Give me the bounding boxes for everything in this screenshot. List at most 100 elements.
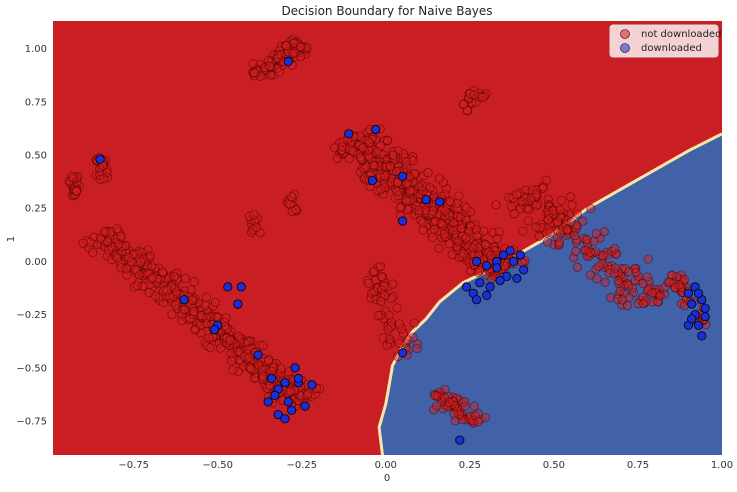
legend: not downloaded downloaded xyxy=(609,24,721,58)
not-downloaded-point xyxy=(378,150,388,160)
not-downloaded-point xyxy=(245,363,255,373)
legend-downloaded-marker xyxy=(620,43,630,53)
not-downloaded-point xyxy=(543,194,553,204)
not-downloaded-point xyxy=(369,266,379,276)
downloaded-point xyxy=(287,405,297,415)
downloaded-point xyxy=(371,124,381,135)
not-downloaded-point xyxy=(444,397,454,407)
not-downloaded-point xyxy=(409,318,419,328)
downloaded-point xyxy=(253,350,263,360)
not-downloaded-point xyxy=(592,274,602,284)
not-downloaded-point xyxy=(567,200,577,210)
not-downloaded-point xyxy=(669,277,679,287)
not-downloaded-point xyxy=(586,203,596,214)
legend-not-downloaded-marker xyxy=(620,29,630,39)
not-downloaded-point xyxy=(403,335,413,345)
downloaded-point xyxy=(693,320,704,330)
not-downloaded-point xyxy=(610,244,620,254)
not-downloaded-point xyxy=(556,195,567,205)
not-downloaded-point xyxy=(447,250,457,260)
not-downloaded-point xyxy=(440,385,450,395)
not-downloaded-point xyxy=(226,348,236,358)
not-downloaded-point xyxy=(631,267,641,277)
not-downloaded-point xyxy=(395,203,405,213)
not-downloaded-point xyxy=(594,261,604,271)
x-tick-label: −0.25 xyxy=(286,460,317,471)
not-downloaded-point xyxy=(432,401,442,411)
not-downloaded-point xyxy=(99,174,109,184)
not-downloaded-point xyxy=(582,234,592,244)
not-downloaded-point xyxy=(287,206,297,216)
not-downloaded-point xyxy=(585,270,595,280)
not-downloaded-point xyxy=(470,411,480,421)
downloaded-point xyxy=(307,380,317,390)
not-downloaded-point xyxy=(415,172,425,182)
not-downloaded-point xyxy=(169,272,179,282)
not-downloaded-point xyxy=(548,206,558,216)
not-downloaded-point xyxy=(457,251,467,261)
not-downloaded-point xyxy=(285,199,295,210)
not-downloaded-point xyxy=(274,67,284,77)
not-downloaded-point xyxy=(382,340,392,350)
legend-box xyxy=(609,24,719,58)
downloaded-point xyxy=(397,348,408,358)
not-downloaded-point xyxy=(612,294,623,304)
not-downloaded-point xyxy=(382,135,392,145)
region-downloaded xyxy=(379,133,722,455)
x-axis: −0.75 −0.50 −0.25 0.00 0.25 0.50 0.75 1.00 xyxy=(118,460,733,471)
not-downloaded-point xyxy=(131,267,141,277)
not-downloaded-point xyxy=(367,288,377,298)
not-downloaded-point xyxy=(95,233,106,243)
not-downloaded-point xyxy=(414,205,424,216)
not-downloaded-point xyxy=(460,396,470,406)
not-downloaded-point xyxy=(258,341,268,351)
not-downloaded-point xyxy=(369,287,379,297)
not-downloaded-point xyxy=(453,236,463,246)
not-downloaded-point xyxy=(554,237,565,247)
not-downloaded-point xyxy=(423,168,433,178)
y-tick-label: 0.50 xyxy=(25,151,47,162)
not-downloaded-point xyxy=(353,149,363,159)
downloaded-point xyxy=(498,250,509,260)
not-downloaded-point xyxy=(374,311,384,321)
not-downloaded-point xyxy=(436,218,446,228)
downloaded-point xyxy=(471,256,482,266)
not-downloaded-point xyxy=(402,178,412,188)
not-downloaded-point xyxy=(100,227,110,237)
downloaded-point xyxy=(290,363,300,373)
not-downloaded-point xyxy=(604,268,614,278)
downloaded-point xyxy=(495,275,505,286)
not-downloaded-point xyxy=(228,365,238,375)
not-downloaded-point xyxy=(478,92,488,102)
not-downloaded-point xyxy=(260,65,270,75)
not-downloaded-point xyxy=(410,169,420,179)
not-downloaded-point xyxy=(72,185,82,195)
not-downloaded-point xyxy=(358,143,368,153)
not-downloaded-point xyxy=(536,223,546,233)
not-downloaded-point xyxy=(285,386,295,396)
not-downloaded-point xyxy=(408,332,418,343)
downloaded-point xyxy=(266,373,277,383)
not-downloaded-point xyxy=(394,319,404,329)
downloaded-point xyxy=(519,265,529,275)
not-downloaded-point xyxy=(473,417,483,427)
not-downloaded-point xyxy=(638,279,648,289)
x-tick-label: 1.00 xyxy=(711,460,733,471)
downloaded-point xyxy=(508,256,519,266)
not-downloaded-point xyxy=(440,211,450,221)
not-downloaded-point xyxy=(185,314,195,324)
not-downloaded-point xyxy=(288,48,298,59)
not-downloaded-point xyxy=(398,329,408,339)
downloaded-point xyxy=(700,303,710,313)
not-downloaded-point xyxy=(223,324,233,334)
downloaded-point xyxy=(233,299,243,309)
not-downloaded-point xyxy=(388,279,398,289)
not-downloaded-point xyxy=(263,55,273,66)
not-downloaded-point xyxy=(531,201,541,211)
not-downloaded-point xyxy=(132,281,142,291)
not-downloaded-point xyxy=(364,278,374,288)
not-downloaded-point xyxy=(204,333,214,343)
not-downloaded-point xyxy=(124,252,134,263)
not-downloaded-point xyxy=(205,343,215,353)
not-downloaded-point xyxy=(276,50,286,60)
